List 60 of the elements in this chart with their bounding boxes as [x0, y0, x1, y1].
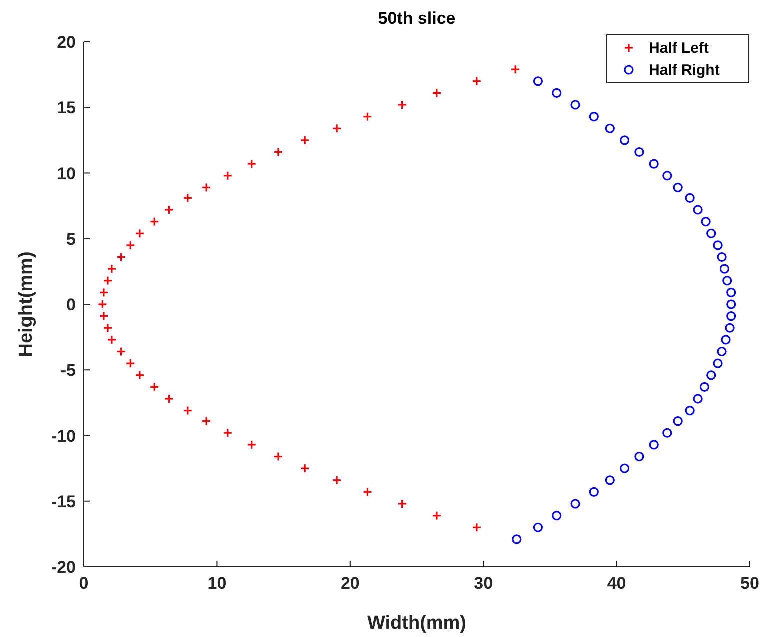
point — [552, 88, 562, 98]
point — [713, 240, 723, 250]
point — [605, 476, 615, 486]
y-tick-label: 0 — [66, 296, 76, 314]
point — [533, 76, 544, 86]
point — [552, 511, 562, 521]
point — [713, 358, 723, 368]
point — [620, 136, 630, 146]
point — [717, 252, 727, 262]
point — [685, 193, 695, 203]
point — [717, 346, 727, 357]
point — [589, 487, 599, 497]
y-tick-label: -20 — [51, 558, 76, 577]
point — [673, 182, 683, 192]
y-tick-label: 20 — [57, 33, 76, 52]
point — [662, 428, 672, 438]
point — [570, 499, 580, 509]
x-tick-label: 40 — [607, 574, 626, 593]
point — [662, 171, 672, 181]
y-tick-label: -5 — [60, 361, 76, 380]
point — [685, 406, 695, 416]
point — [512, 534, 522, 544]
x-tick-label: 10 — [208, 574, 227, 593]
point — [649, 159, 659, 169]
chart-title: 50th slice — [378, 9, 456, 28]
point — [570, 100, 580, 110]
legend-label: Half Right — [649, 62, 720, 79]
point — [706, 370, 716, 380]
point — [634, 452, 644, 462]
legend-label: Half Left — [649, 40, 710, 57]
point — [725, 323, 735, 333]
point — [673, 416, 683, 426]
y-tick-label: 15 — [57, 98, 76, 118]
x-tick-label: 20 — [340, 574, 360, 593]
point — [693, 205, 703, 215]
point — [605, 124, 615, 134]
point — [649, 440, 659, 450]
x-tick-label: 30 — [474, 574, 494, 593]
x-axis-title: Width(mm) — [367, 613, 467, 634]
point — [726, 288, 736, 298]
point — [693, 394, 703, 404]
point — [726, 312, 736, 322]
point — [721, 335, 731, 345]
point — [720, 264, 730, 274]
point — [533, 522, 544, 532]
point — [634, 147, 644, 158]
point — [700, 382, 710, 392]
y-tick-label: -10 — [51, 426, 76, 446]
point — [722, 276, 732, 286]
x-tick-label: 0 — [79, 574, 89, 593]
point — [589, 112, 599, 122]
point — [706, 228, 716, 238]
point — [620, 464, 630, 474]
y-tick-label: -15 — [51, 492, 76, 512]
y-tick-label: 5 — [66, 230, 76, 249]
point — [726, 300, 736, 310]
y-tick-label: 10 — [57, 164, 76, 184]
point — [701, 217, 711, 227]
x-tick-label: 50 — [740, 574, 760, 593]
y-axis-title: Height(mm) — [16, 252, 37, 358]
